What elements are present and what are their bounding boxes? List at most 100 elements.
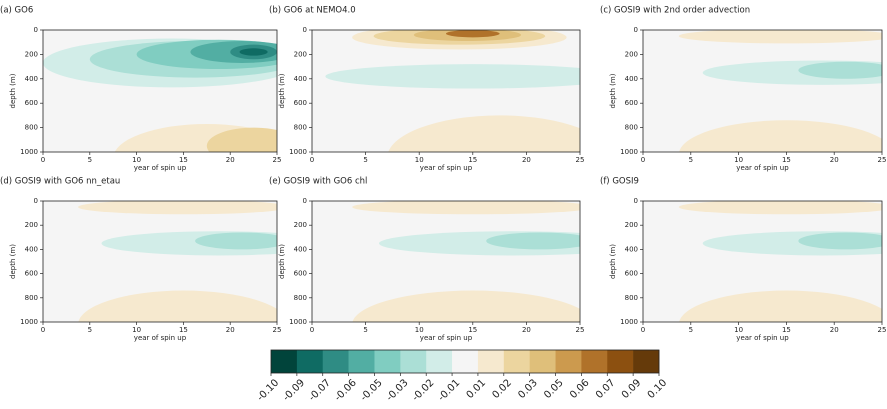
x-axis-label: year of spin up <box>134 164 187 172</box>
colorbar-bin <box>529 350 556 373</box>
x-tick-label: 25 <box>576 156 585 164</box>
colorbar-bin <box>296 350 324 373</box>
x-tick-label: 0 <box>310 156 314 164</box>
y-tick-label: 600 <box>625 99 638 107</box>
y-tick-label: 200 <box>625 221 638 229</box>
x-tick-label: 5 <box>88 156 92 164</box>
x-tick-label: 20 <box>830 326 839 334</box>
y-tick-label: 200 <box>625 50 638 58</box>
contour-region <box>679 290 882 322</box>
y-tick-label: 800 <box>25 124 38 132</box>
y-tick-label: 400 <box>25 245 38 253</box>
contour-field <box>678 30 882 152</box>
y-tick-label: 0 <box>303 26 307 34</box>
colorbar-bin <box>374 350 401 373</box>
x-tick-label: 0 <box>41 156 45 164</box>
y-tick-label: 0 <box>634 197 638 205</box>
y-axis-label: depth (m) <box>609 244 617 279</box>
colorbar-tick-label: -0.03 <box>385 377 411 403</box>
x-tick-label: 0 <box>641 326 645 334</box>
y-axis-label: depth (m) <box>9 244 17 279</box>
y-tick-label: 600 <box>25 270 38 278</box>
colorbar-bin <box>555 350 582 373</box>
colorbar-bin <box>581 350 608 373</box>
y-tick-label: 1000 <box>289 148 307 156</box>
panel-title: (f) GOSI9 <box>600 177 639 187</box>
colorbar-tick-label: -0.01 <box>436 377 462 403</box>
contour-region <box>78 290 277 322</box>
contour-region <box>325 64 580 89</box>
contour-field <box>325 30 580 152</box>
y-tick-label: 0 <box>34 197 38 205</box>
y-tick-label: 800 <box>294 124 307 132</box>
colorbar-bin <box>503 350 530 373</box>
y-tick-label: 400 <box>294 245 307 253</box>
x-tick-label: 5 <box>363 326 367 334</box>
x-tick-label: 0 <box>310 326 314 334</box>
x-tick-label: 25 <box>273 156 282 164</box>
axes-frame <box>42 29 278 153</box>
x-tick-label: 10 <box>734 156 743 164</box>
colorbar-bin <box>271 350 298 373</box>
colorbar-frame <box>270 349 660 374</box>
colorbar-tick-label: -0.05 <box>359 377 385 403</box>
x-tick-label: 10 <box>415 326 424 334</box>
contour-region <box>388 115 580 152</box>
x-tick-label: 25 <box>576 326 585 334</box>
y-tick-label: 800 <box>294 294 307 302</box>
y-tick-label: 1000 <box>620 318 638 326</box>
x-tick-label: 15 <box>179 326 188 334</box>
x-tick-label: 10 <box>132 156 141 164</box>
contour-region <box>352 290 580 322</box>
x-tick-label: 10 <box>415 156 424 164</box>
colorbar-tick-label: -0.06 <box>333 377 359 403</box>
panel: (e) GOSI9 with GO6 chl 0 5 10 15 20 25 0 200 400 6… <box>269 177 585 343</box>
x-tick-label: 20 <box>522 156 531 164</box>
axes-frame <box>642 29 883 153</box>
x-tick-label: 25 <box>878 326 887 334</box>
colorbar-bin <box>477 350 505 373</box>
y-tick-label: 200 <box>294 221 307 229</box>
y-tick-label: 1000 <box>620 148 638 156</box>
colorbar-bin <box>452 350 479 373</box>
x-tick-label: 0 <box>641 156 645 164</box>
x-tick-label: 15 <box>179 156 188 164</box>
panel-title: (c) GOSI9 with 2nd order advection <box>600 6 750 16</box>
y-tick-label: 0 <box>303 197 307 205</box>
x-axis-label: year of spin up <box>420 334 473 342</box>
contour-region <box>678 201 882 215</box>
colorbar-bin <box>348 350 375 373</box>
contour-field <box>352 201 580 322</box>
colorbar-bin <box>322 350 349 373</box>
x-tick-label: 15 <box>468 156 477 164</box>
colorbar-bin <box>400 350 427 373</box>
colorbar-tick-label: 0.02 <box>491 377 515 401</box>
panel: (a) GO6 0 5 10 15 20 25 0 200 400 600 800 1000 year o… <box>0 6 282 173</box>
y-axis-label: depth (m) <box>278 244 286 279</box>
y-tick-label: 200 <box>294 50 307 58</box>
y-tick-label: 600 <box>294 270 307 278</box>
colorbar-tick-label: 0.05 <box>542 377 566 401</box>
contour-region <box>352 201 580 215</box>
contour-field <box>78 201 277 322</box>
contour-region <box>679 120 882 152</box>
y-tick-label: 1000 <box>20 148 38 156</box>
panel: (f) GOSI9 0 5 10 15 20 25 0 200 400 600 800 1000 year… <box>600 177 887 343</box>
x-tick-label: 0 <box>41 326 45 334</box>
contour-region <box>446 30 500 38</box>
panel-title: (d) GOSI9 with GO6 nn_etau <box>0 177 120 187</box>
x-tick-label: 15 <box>468 326 477 334</box>
panel-title: (a) GO6 <box>0 6 33 16</box>
x-tick-label: 20 <box>830 156 839 164</box>
x-tick-label: 20 <box>226 156 235 164</box>
x-tick-label: 20 <box>226 326 235 334</box>
contour-region <box>206 127 277 152</box>
colorbar-tick-label: -0.02 <box>410 377 436 403</box>
contour-region <box>195 232 277 250</box>
colorbar-tick-label: -0.07 <box>307 377 333 403</box>
x-tick-label: 15 <box>782 326 791 334</box>
x-tick-label: 5 <box>689 156 693 164</box>
y-tick-label: 200 <box>25 221 38 229</box>
y-tick-label: 1000 <box>20 318 38 326</box>
